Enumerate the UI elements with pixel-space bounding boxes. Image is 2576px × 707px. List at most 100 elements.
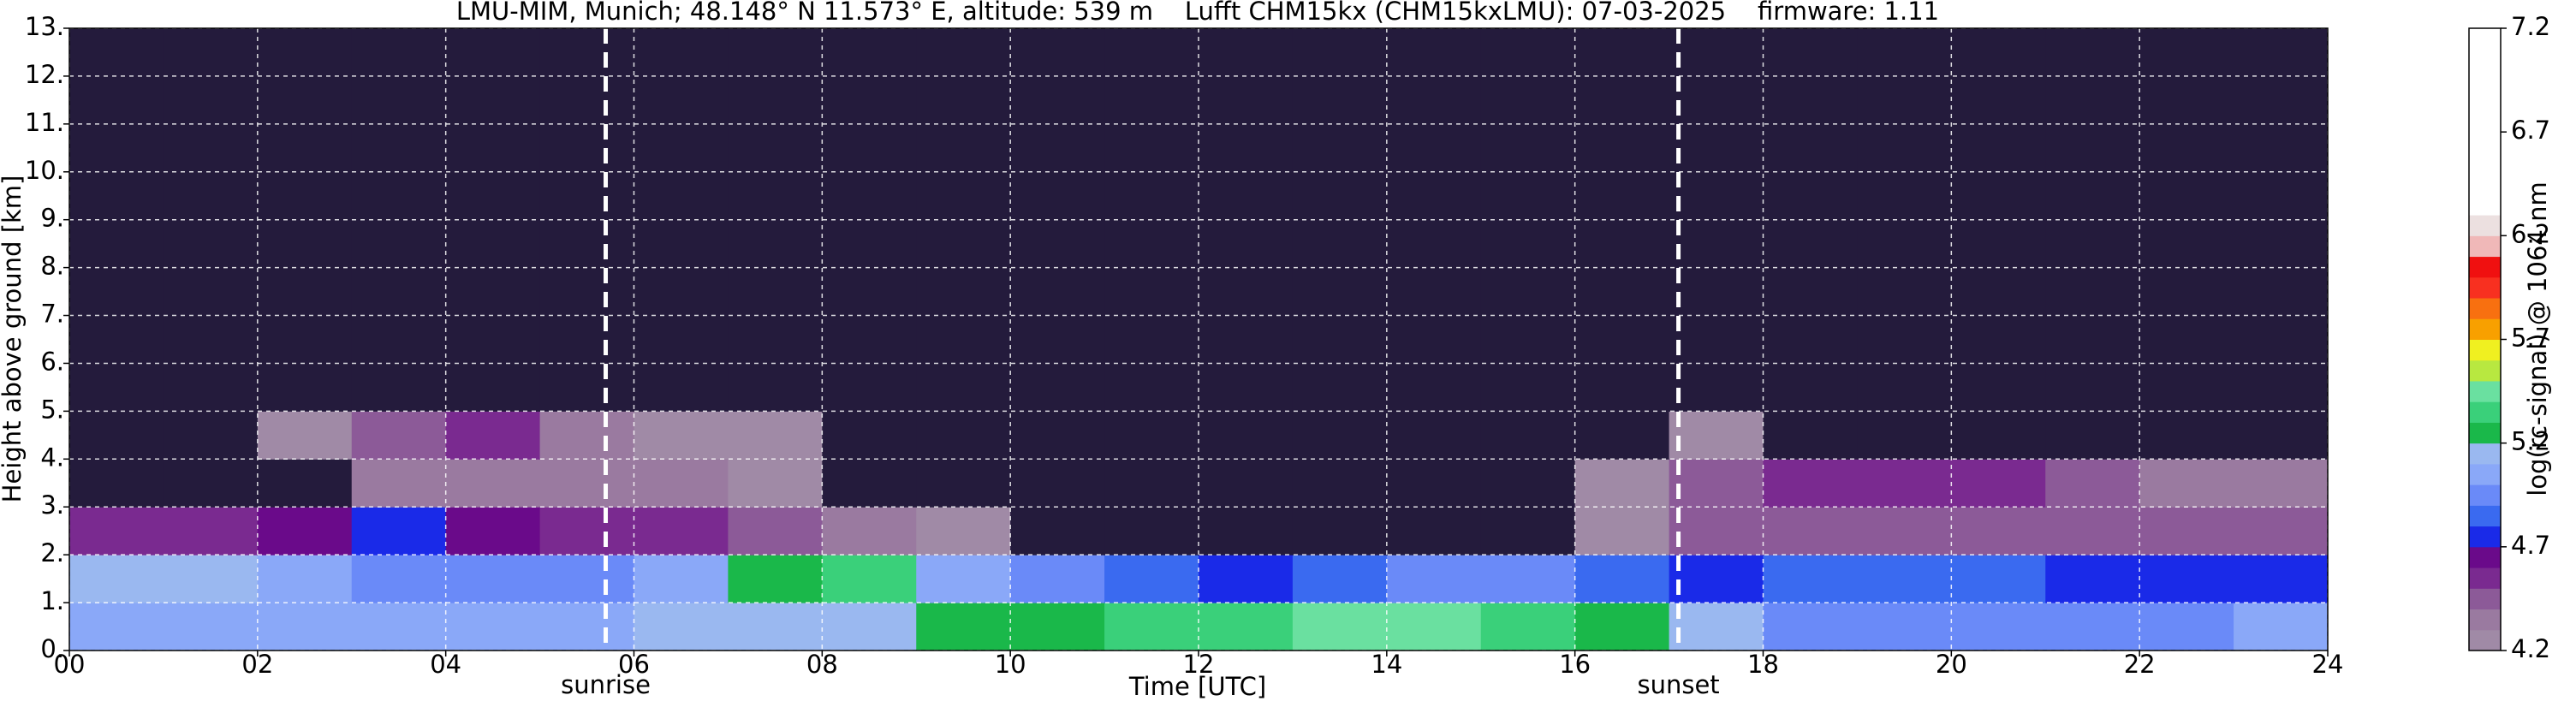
heatmap-cell [916,171,1011,221]
heatmap-cell [1951,363,2046,412]
heatmap-cell [1669,507,1764,556]
heatmap-cell [1292,315,1388,364]
heatmap-cell [1104,219,1199,269]
heatmap-cell [2045,555,2140,603]
heatmap-cell [69,75,164,125]
heatmap-cell [445,459,541,508]
heatmap-cell [1480,28,1576,77]
colorbar-segment [2469,484,2501,506]
x-tick-label: 12 [1183,650,1215,679]
heatmap-cell [634,555,729,603]
colorbar-segment [2469,256,2501,278]
heatmap-cell [1857,411,1952,460]
colorbar-segment [2469,546,2501,568]
heatmap-cell [539,123,634,173]
heatmap-cell [916,555,1011,603]
plot-frame [68,27,2329,651]
heatmap-cell [634,171,729,221]
heatmap-cell [2234,219,2329,269]
colorbar-segment [2469,49,2501,70]
heatmap-cell [1857,315,1952,364]
heatmap-cell [822,603,917,651]
colorbar-segment [2469,215,2501,236]
heatmap-cell [822,267,917,317]
colorbar-segment [2469,359,2501,382]
heatmap-cell [1857,267,1952,317]
heatmap-cell [539,219,634,269]
heatmap-cell [2234,267,2329,317]
heatmap-cell [2045,315,2140,364]
heatmap-cell [634,363,729,412]
heatmap-cell [634,267,729,317]
heatmap-cell [1104,411,1199,460]
heatmap-cell [822,459,917,508]
heatmap-cell [728,555,823,603]
heatmap-cell [69,507,164,556]
heatmap-cell [1951,603,2046,651]
heatmap-cell [916,267,1011,317]
heatmap-cell [445,123,541,173]
heatmap-cell [445,315,541,364]
heatmap-cell [1951,555,2046,603]
colorbar-segment [2469,110,2501,133]
colorbar-segment [2469,567,2501,589]
y-tick-label: 13. [25,12,64,41]
heatmap-cell [1669,363,1764,412]
heatmap-cell [1763,363,1858,412]
heatmap-cell [822,315,917,364]
heatmap-cell [634,507,729,556]
heatmap-cell [69,363,164,412]
heatmap-cell [1480,123,1576,173]
heatmap-cell [1857,603,1952,651]
heatmap-cell [1857,459,1952,508]
heatmap-cell [1669,75,1764,125]
heatmap-cell [1763,603,1858,651]
heatmap-cell [2045,267,2140,317]
heatmap-cell [1292,363,1388,412]
heatmap-cell [1292,171,1388,221]
heatmap-cell [539,555,634,603]
heatmap-cell [634,75,729,125]
heatmap-cell [822,555,917,603]
y-tick-label: 0. [40,634,64,663]
colorbar-segment [2469,422,2501,444]
colorbar-segment [2469,193,2501,216]
heatmap-cell [539,28,634,77]
heatmap-cell [1199,267,1294,317]
heatmap-cell [2139,315,2234,364]
heatmap-cell [1480,459,1576,508]
heatmap-cell [1763,267,1858,317]
x-tick-label: 02 [241,650,273,679]
heatmap-cell [1574,315,1670,364]
heatmap-cell [1010,267,1105,317]
heatmap-cell [1104,507,1199,556]
heatmap-cell [1480,363,1576,412]
colorbar-segment [2469,318,2501,340]
heatmap-cell [257,507,353,556]
heatmap-cell [351,555,447,603]
heatmap-cell [1010,363,1105,412]
heatmap-cell [1010,219,1105,269]
heatmap-cell [1763,28,1858,77]
heatmap-cell [2234,28,2329,77]
heatmap-cell [1480,555,1576,603]
heatmap-cell [728,219,823,269]
heatmap-cell [1386,363,1482,412]
colorbar-tick-label: 5.7 [2511,324,2550,353]
heatmap-cell [1199,507,1294,556]
colorbar-segment [2469,152,2501,175]
heatmap-cell [163,75,259,125]
heatmap-cell [445,75,541,125]
heatmap-cell [163,28,259,77]
heatmap-cell [728,507,823,556]
heatmap-cell [1669,411,1764,460]
heatmap-cell [351,411,447,460]
heatmap-cell [1292,603,1388,651]
heatmap-cell [1199,123,1294,173]
heatmap-cell [69,603,164,651]
heatmap-cell [539,75,634,125]
heatmap-cell [1574,123,1670,173]
heatmap-cell [1199,411,1294,460]
colorbar-segment [2469,69,2501,92]
heatmap-cell [2045,219,2140,269]
